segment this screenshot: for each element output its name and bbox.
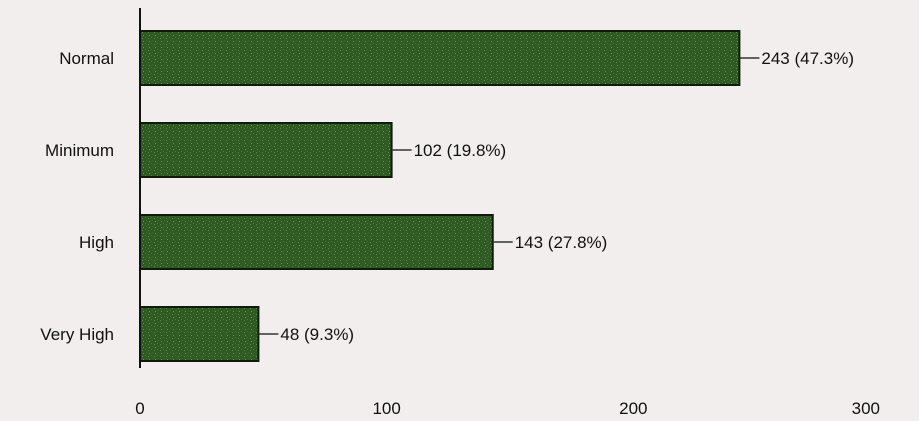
bar-very-high: [139, 306, 260, 362]
value-label: 48 (9.3%): [280, 325, 354, 344]
category-label: Minimum: [45, 141, 114, 160]
x-tick-label: 200: [619, 399, 647, 418]
labels-group: Normal 243 (47.3%) Minimum 102 (19.8%) High 1…: [40, 49, 880, 418]
value-label: 243 (47.3%): [761, 49, 854, 68]
bar-high: [139, 214, 494, 270]
x-tick-label: 100: [372, 399, 400, 418]
x-tick-label: 0: [135, 399, 144, 418]
x-tick-label: 300: [852, 399, 880, 418]
bar-normal: [139, 30, 741, 86]
bar-minimum: [139, 122, 393, 178]
bars-group: [139, 30, 741, 362]
category-label: High: [79, 233, 114, 252]
category-label: Very High: [40, 325, 114, 344]
value-label: 143 (27.8%): [515, 233, 608, 252]
value-label: 102 (19.8%): [414, 141, 507, 160]
category-label: Normal: [59, 49, 114, 68]
